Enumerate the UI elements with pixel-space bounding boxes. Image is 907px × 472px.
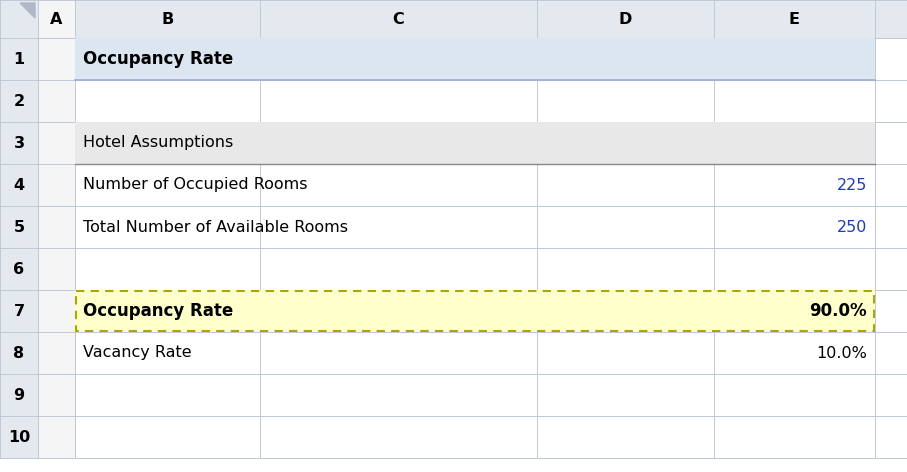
Text: 6: 6: [14, 261, 24, 277]
Bar: [0, 80, 38, 122]
Bar: [38, 164, 75, 206]
Text: 90.0%: 90.0%: [809, 302, 867, 320]
Text: Occupancy Rate: Occupancy Rate: [83, 50, 233, 68]
Text: 3: 3: [14, 135, 24, 151]
Bar: [0, 248, 38, 290]
Bar: [0, 0, 38, 38]
Bar: [75, 38, 875, 80]
Bar: [0, 206, 38, 248]
Bar: [75, 290, 875, 332]
Text: 4: 4: [14, 177, 24, 193]
Text: Number of Occupied Rooms: Number of Occupied Rooms: [83, 177, 307, 193]
Text: Hotel Assumptions: Hotel Assumptions: [83, 135, 233, 151]
Bar: [0, 0, 907, 38]
Bar: [38, 332, 75, 374]
Polygon shape: [20, 3, 35, 18]
Text: 10: 10: [8, 430, 30, 445]
Text: C: C: [393, 11, 405, 26]
Bar: [0, 290, 38, 332]
Bar: [0, 164, 38, 206]
Bar: [0, 416, 38, 458]
Bar: [38, 290, 75, 332]
Bar: [0, 332, 38, 374]
Text: 9: 9: [14, 388, 24, 403]
Bar: [38, 0, 75, 38]
Text: 250: 250: [836, 219, 867, 235]
Text: A: A: [50, 11, 63, 26]
Bar: [38, 38, 75, 80]
Text: 2: 2: [14, 93, 24, 109]
Bar: [38, 416, 75, 458]
Bar: [0, 38, 38, 80]
Bar: [38, 248, 75, 290]
Text: 10.0%: 10.0%: [816, 346, 867, 361]
Text: E: E: [789, 11, 800, 26]
Bar: [38, 374, 75, 416]
Bar: [0, 122, 38, 164]
Bar: [38, 122, 75, 164]
Text: 8: 8: [14, 346, 24, 361]
Text: 7: 7: [14, 303, 24, 319]
Bar: [0, 374, 38, 416]
Text: 5: 5: [14, 219, 24, 235]
Bar: [38, 80, 75, 122]
Bar: [76, 291, 874, 331]
Text: B: B: [161, 11, 173, 26]
Bar: [38, 206, 75, 248]
Text: 225: 225: [836, 177, 867, 193]
Text: Total Number of Available Rooms: Total Number of Available Rooms: [83, 219, 348, 235]
Bar: [75, 122, 875, 164]
Text: 1: 1: [14, 51, 24, 67]
Text: D: D: [619, 11, 632, 26]
Text: Occupancy Rate: Occupancy Rate: [83, 302, 233, 320]
Text: Vacancy Rate: Vacancy Rate: [83, 346, 191, 361]
